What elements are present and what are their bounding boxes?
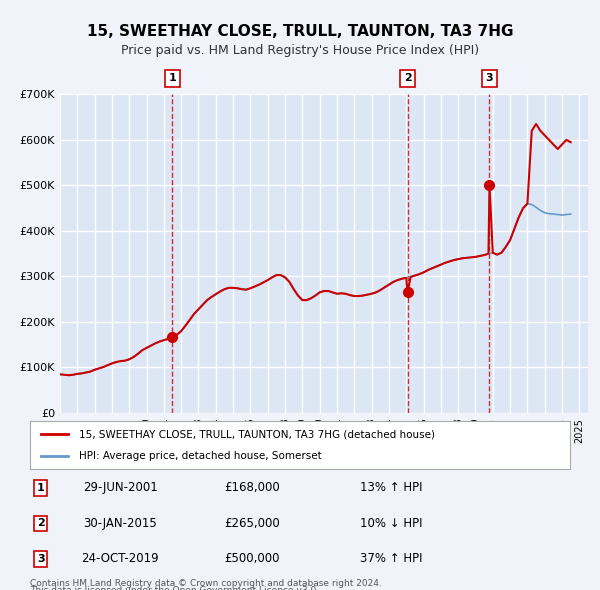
Text: 13% ↑ HPI: 13% ↑ HPI [360, 481, 422, 494]
Text: £168,000: £168,000 [224, 481, 280, 494]
Text: Contains HM Land Registry data © Crown copyright and database right 2024.: Contains HM Land Registry data © Crown c… [30, 579, 382, 588]
Text: 29-JUN-2001: 29-JUN-2001 [83, 481, 157, 494]
Text: 3: 3 [37, 554, 44, 563]
Text: 15, SWEETHAY CLOSE, TRULL, TAUNTON, TA3 7HG: 15, SWEETHAY CLOSE, TRULL, TAUNTON, TA3 … [87, 24, 513, 38]
Text: 1: 1 [37, 483, 44, 493]
Text: 2: 2 [37, 519, 44, 528]
Text: £500,000: £500,000 [224, 552, 280, 565]
Text: 2: 2 [404, 74, 412, 83]
Text: 24-OCT-2019: 24-OCT-2019 [81, 552, 159, 565]
Text: HPI: Average price, detached house, Somerset: HPI: Average price, detached house, Some… [79, 451, 322, 461]
Text: 10% ↓ HPI: 10% ↓ HPI [360, 517, 422, 530]
Text: £265,000: £265,000 [224, 517, 280, 530]
Text: 3: 3 [485, 74, 493, 83]
Text: Price paid vs. HM Land Registry's House Price Index (HPI): Price paid vs. HM Land Registry's House … [121, 44, 479, 57]
Text: This data is licensed under the Open Government Licence v3.0.: This data is licensed under the Open Gov… [30, 586, 319, 590]
Text: 1: 1 [169, 74, 176, 83]
Text: 15, SWEETHAY CLOSE, TRULL, TAUNTON, TA3 7HG (detached house): 15, SWEETHAY CLOSE, TRULL, TAUNTON, TA3 … [79, 429, 434, 439]
Text: 30-JAN-2015: 30-JAN-2015 [83, 517, 157, 530]
Text: 37% ↑ HPI: 37% ↑ HPI [360, 552, 422, 565]
